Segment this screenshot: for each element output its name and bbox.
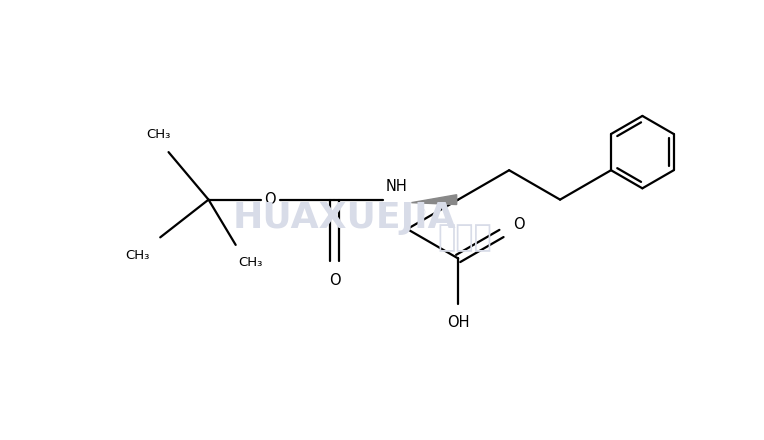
Text: CH₃: CH₃ xyxy=(146,128,170,140)
Text: O: O xyxy=(513,217,525,232)
Text: O: O xyxy=(329,273,340,288)
Text: OH: OH xyxy=(447,315,469,330)
Text: O: O xyxy=(264,192,276,207)
Text: 化学加: 化学加 xyxy=(438,223,492,252)
Text: HUAXUEJIA: HUAXUEJIA xyxy=(232,202,456,235)
Text: NH: NH xyxy=(386,179,407,194)
Text: ®: ® xyxy=(416,208,426,218)
Polygon shape xyxy=(412,195,457,205)
Text: CH₃: CH₃ xyxy=(125,249,150,262)
Text: CH₃: CH₃ xyxy=(238,257,262,269)
